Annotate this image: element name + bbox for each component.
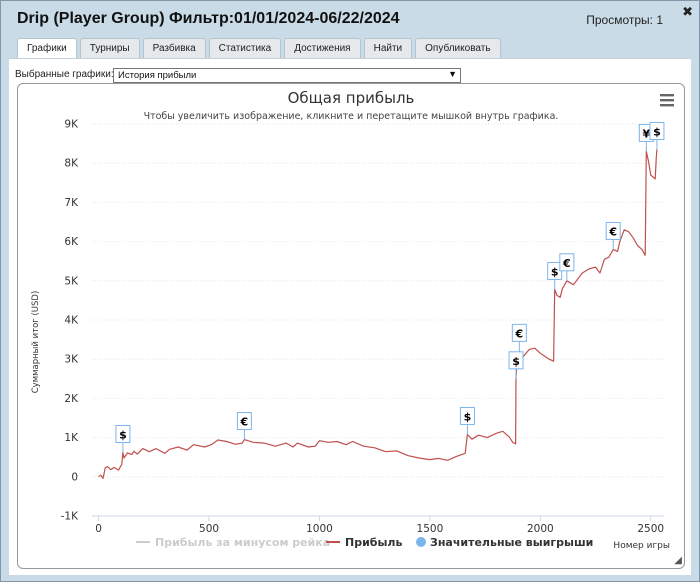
tab-1[interactable]: Турниры	[79, 38, 140, 58]
x-tick-label: 1000	[306, 523, 333, 535]
y-tick-label: 2K	[64, 393, 79, 405]
profit-chart[interactable]: -1K 0 1K 2K 3K 4K 5K 6K 7K 8K 9K 0 500 1000 1500 2000 2…	[18, 84, 684, 568]
tab-5[interactable]: Найти	[363, 38, 413, 58]
flag-box	[508, 351, 524, 370]
series-line-profit[interactable]	[98, 149, 658, 479]
chevron-down-icon: ▼	[448, 69, 457, 79]
grid-lines	[92, 123, 664, 517]
flags-layer: $€ $$€$€€¥ $	[115, 121, 665, 453]
tab-4[interactable]: Достижения	[284, 38, 361, 58]
x-tick-label: 500	[199, 523, 219, 535]
flag-symbol: $	[464, 410, 472, 423]
plot-area	[98, 149, 658, 479]
y-tick-label: 7K	[64, 197, 79, 209]
views-counter: Просмотры: 1	[586, 13, 663, 27]
y-tick-label: 0	[71, 471, 78, 483]
flag-symbol: $	[119, 428, 127, 441]
x-tick-label: 2500	[637, 523, 664, 535]
significant-win-flag[interactable]: €	[236, 412, 252, 440]
significant-win-flag[interactable]: €	[511, 323, 527, 352]
y-tick-label: 1K	[64, 432, 79, 444]
significant-win-flag[interactable]: €	[559, 253, 575, 281]
chart-selector-dropdown[interactable]: История прибыли ▼	[113, 68, 461, 83]
tab-0[interactable]: Графики	[17, 38, 77, 60]
y-tick-label: 8K	[64, 158, 79, 170]
chart-subtitle: Чтобы увеличить изображение, кликните и …	[144, 111, 559, 122]
y-tick-label: 6K	[64, 236, 79, 248]
x-tick-label: 2000	[527, 523, 554, 535]
window-title: Drip (Player Group) Фильтр:01/01/2024-06…	[17, 10, 400, 27]
flag-symbol: ¥	[643, 127, 651, 140]
significant-win-flag[interactable]: $	[508, 351, 524, 379]
flag-symbol: €	[240, 416, 249, 429]
tab-6[interactable]: Опубликовать	[415, 38, 501, 58]
flag-symbol: $	[653, 125, 661, 138]
legend-item[interactable]: Прибыль	[326, 536, 402, 549]
legend-label: Прибыль за минусом рейка	[155, 536, 330, 549]
y-axis-label: Суммарный итог (USD)	[31, 291, 41, 394]
flag-box	[236, 412, 252, 431]
resize-handle-icon[interactable]: ◢	[674, 555, 682, 566]
flag-symbol: €	[515, 327, 524, 340]
chart-selector-label: Выбранные графики:	[15, 69, 114, 80]
chart-container[interactable]: -1K 0 1K 2K 3K 4K 5K 6K 7K 8K 9K 0 500 1000 1500 2000 2…	[17, 83, 685, 569]
flag-symbol: €	[562, 257, 571, 270]
flag-symbol: €	[608, 225, 617, 238]
flag-box	[605, 221, 621, 240]
title-bar: Drip (Player Group) Фильтр:01/01/2024-06…	[1, 1, 699, 39]
x-tick-label: 0	[95, 523, 102, 535]
flag-box	[649, 121, 665, 140]
chart-selector-value: История прибыли	[118, 70, 197, 81]
flag-symbol: $	[551, 265, 559, 278]
y-tick-label: 5K	[64, 275, 79, 287]
hamburger-menu-icon[interactable]	[660, 94, 674, 107]
legend-item[interactable]: Значительные выигрыши	[416, 536, 593, 549]
y-tick-label: 3K	[64, 354, 79, 366]
close-icon[interactable]: ✖	[682, 5, 693, 20]
legend-item[interactable]: Прибыль за минусом рейка	[136, 536, 330, 549]
chart-legend: Прибыль за минусом рейка Прибыль Значитель…	[136, 536, 593, 549]
significant-win-flag[interactable]: €	[605, 221, 621, 250]
chart-title: Общая прибыль	[288, 89, 415, 107]
flag-box	[559, 253, 575, 272]
flag-symbol: $	[512, 355, 520, 368]
legend-label: Значительные выигрыши	[430, 536, 593, 549]
flag-box	[511, 323, 527, 342]
significant-win-flag[interactable]: $	[459, 406, 475, 435]
y-tick-label: 4K	[64, 315, 79, 327]
significant-win-flag[interactable]: $	[115, 424, 131, 453]
flag-box	[459, 406, 475, 425]
y-axis: -1K 0 1K 2K 3K 4K 5K 6K 7K 8K 9K	[61, 119, 79, 523]
tab-3[interactable]: Статистика	[208, 38, 282, 58]
graphs-panel: Выбранные графики: История прибыли ▼ -1K…	[9, 58, 691, 575]
x-axis: 0 500 1000 1500 2000 2500	[92, 515, 664, 535]
significant-win-flag[interactable]: $	[649, 121, 665, 150]
tab-bar: Графики Турниры Разбивка Статистика Достижен…	[17, 38, 501, 60]
y-tick-label: 9K	[64, 119, 79, 131]
x-axis-label: Номер игры	[613, 541, 670, 551]
tab-2[interactable]: Разбивка	[142, 38, 206, 58]
y-tick-label: -1K	[61, 511, 79, 523]
flag-box	[115, 424, 131, 443]
legend-circle-marker	[416, 537, 426, 547]
x-tick-label: 1500	[417, 523, 444, 535]
legend-label: Прибыль	[345, 536, 402, 549]
